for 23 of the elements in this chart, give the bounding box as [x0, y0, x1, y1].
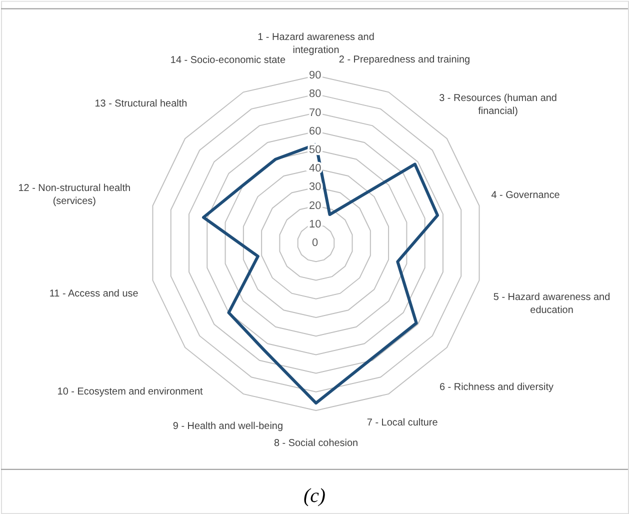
spoke-label: 3 - Resources (human and financial)	[439, 92, 557, 117]
y-tick-label: 0	[312, 237, 318, 250]
spoke-label: 7 - Local culture	[366, 417, 438, 428]
y-tick-label: 80	[308, 88, 322, 100]
spoke-label: 9 - Health and well-being	[172, 420, 283, 432]
spoke-label: 4 - Governance	[491, 190, 560, 202]
y-tick-label: 30	[308, 181, 322, 194]
spoke-label: 13 - Structural health	[94, 98, 188, 110]
y-tick-label: 70	[308, 106, 322, 119]
spoke-label: 10 - Ecosystem and environment	[57, 386, 204, 398]
spoke-label: 1 - Hazard awareness and integration	[258, 32, 374, 56]
spoke-label: 8 - Social cohesion	[274, 438, 358, 449]
y-tick-label: 60	[308, 125, 322, 138]
spoke-label: 14 - Socio-economic state	[170, 55, 286, 66]
spoke-label: 5 - Hazard awareness and education	[493, 292, 610, 316]
y-tick-label: 90	[308, 70, 322, 82]
spoke-label: 12 - Non-structural health (services)	[18, 182, 131, 207]
text: (c)	[303, 485, 326, 508]
y-tick-label: 10	[308, 218, 322, 230]
spoke-label: 11 - Access and use	[49, 288, 139, 300]
spoke-label: 6 - Richness and diversity	[440, 382, 554, 393]
spoke-label: 2 - Preparedness and training	[338, 54, 470, 66]
y-tick-label: 20	[308, 200, 322, 212]
